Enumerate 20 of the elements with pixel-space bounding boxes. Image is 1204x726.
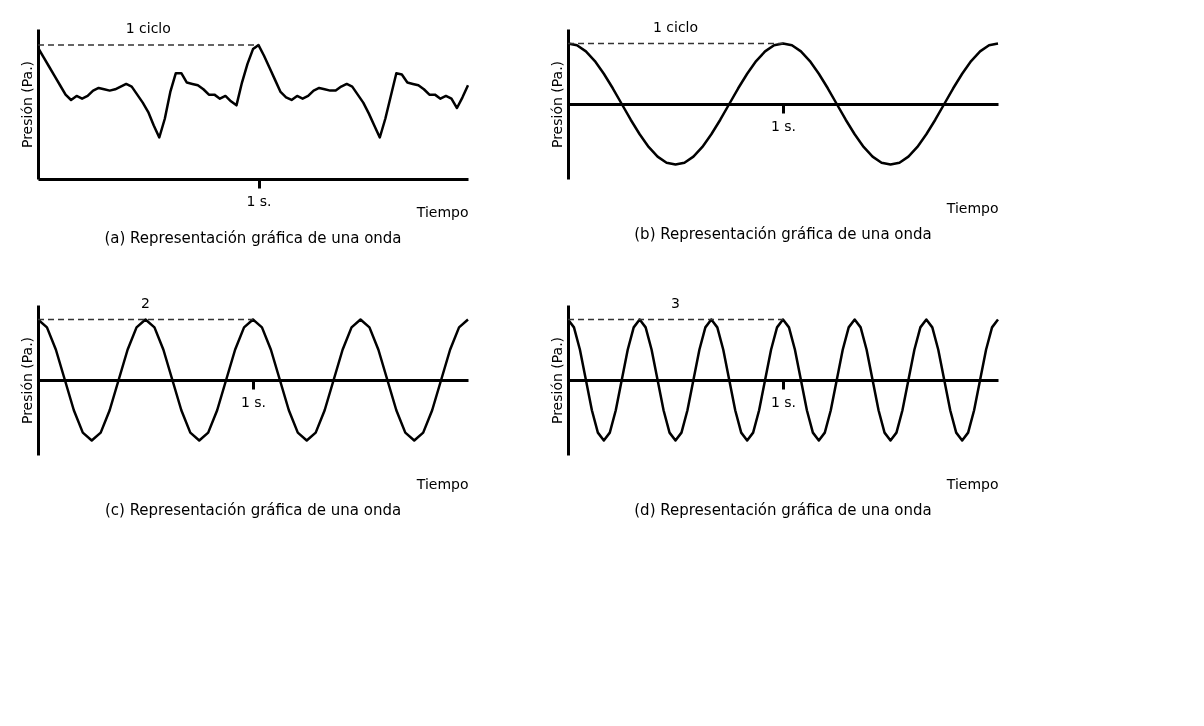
- text: 1 ciclo: [652, 18, 699, 35]
- x-axis-title: Tiempo: [945, 475, 999, 492]
- annotation: 1 s.: [770, 393, 797, 410]
- text: (c) Representación gráfica de una onda: [104, 501, 402, 519]
- text: 1 ciclo: [125, 20, 171, 37]
- y-axis-title: Presión (Pa.): [548, 60, 565, 149]
- text: (d) Representación gráfica de una onda: [634, 501, 932, 519]
- text: 1 s.: [246, 192, 272, 209]
- y-axis-title: Presión (Pa.): [548, 336, 565, 425]
- text: 3: [671, 294, 680, 311]
- text: (a) Representación gráfica de una onda: [104, 229, 402, 247]
- y-axis-title: Presión (Pa.): [18, 60, 35, 149]
- x-axis-title: Tiempo: [945, 199, 999, 216]
- annotation: 1 s.: [240, 393, 267, 410]
- y-axis-title: Presión (Pa.): [18, 336, 35, 425]
- x-axis-title: Tiempo: [415, 203, 469, 220]
- text: 2: [141, 294, 150, 311]
- x-axis-title: Tiempo: [415, 475, 469, 492]
- text: (b) Representación gráfica de una onda: [634, 225, 932, 243]
- annotation: 1 s.: [770, 117, 797, 134]
